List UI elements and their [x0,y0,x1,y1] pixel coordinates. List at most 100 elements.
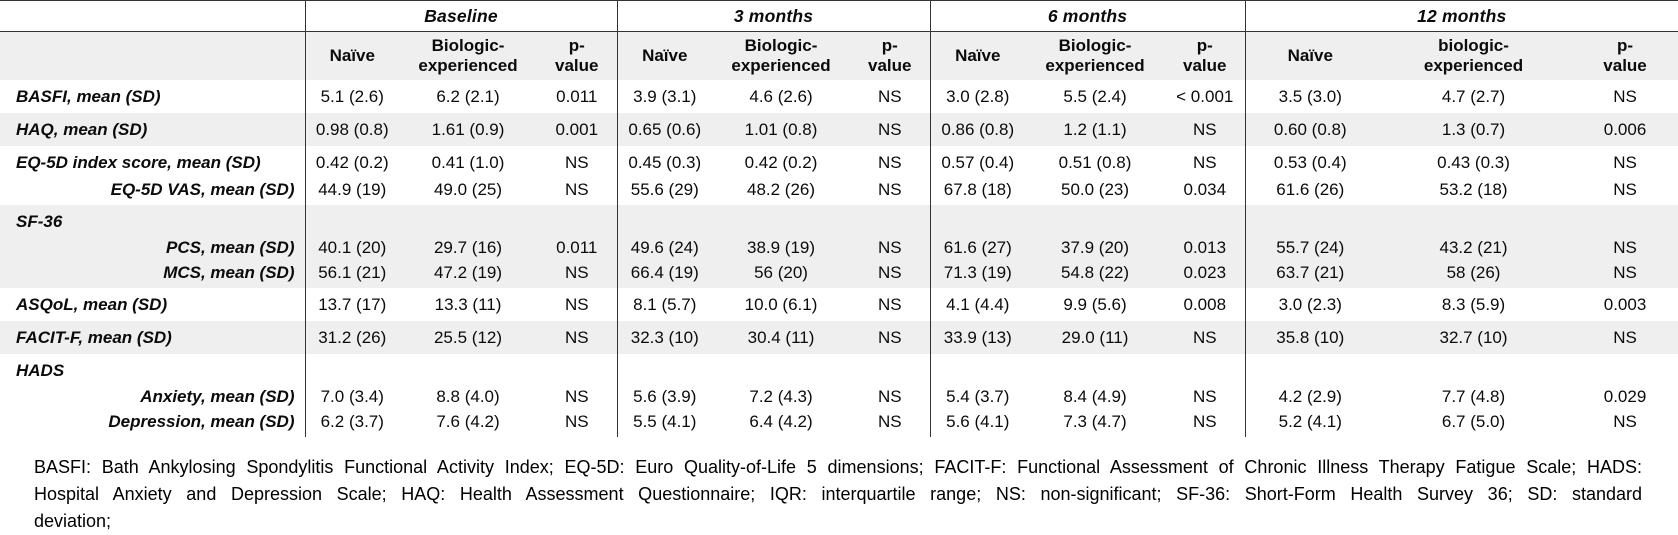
table-cell: 8.8 (4.0) [436,386,500,406]
table-cell: 0.60 (0.8) [1244,113,1376,146]
timepoint-header: 12 months [1244,0,1678,32]
table-cell [399,205,537,235]
column-header-row: Naïve Biologic- experienced p- value Naïve B… [0,31,1678,80]
footnote-line: deviation; [34,511,112,531]
table-cell: 0.42 (0.2) [744,153,818,172]
table-cell: 3.0 (2.8) [929,80,1026,113]
table-cell: 8.3 (5.9) [1441,294,1506,314]
table-cell: 7.7 (4.8) [1441,386,1506,406]
label-column-header [0,31,305,80]
table-cell: 5.6 (3.9) [616,384,713,409]
table-cell: NS [877,294,902,314]
column-header: p- value [850,31,931,80]
table-cell: 4.1 (4.4) [929,288,1026,321]
timepoint-header: Baseline [304,0,618,32]
row-label: Anxiety, mean (SD) [140,386,295,406]
table-cell: 9.9 (5.6) [1063,294,1127,314]
table-cell: 0.029 [1603,386,1647,406]
table-cell: 67.8 (18) [929,177,1026,205]
row-label: EQ-5D index score, mean (SD) [16,153,261,172]
table-cell: 5.5 (4.1) [616,409,713,437]
table-cell: 5.6 (4.1) [929,409,1026,437]
table-cell: 0.011 [537,235,618,260]
table-cell: 3.5 (3.0) [1244,80,1376,113]
column-header: biologic- experienced [1375,31,1573,80]
table-cell: NS [850,113,931,146]
table-cell: 5.4 (3.7) [929,384,1026,409]
column-header: Biologic- experienced [1025,31,1166,80]
table-cell: 0.003 [1603,294,1647,314]
table-row: Anxiety, mean (SD) 7.0 (3.4) 8.8 (4.0) NS 5.… [0,384,1678,409]
table-cell [399,354,537,384]
row-label: EQ-5D VAS, mean (SD) [110,180,295,199]
table-cell: 0.42 (0.2) [304,146,399,177]
table-cell [929,205,1026,235]
column-header: Naïve [1244,31,1376,80]
table-cell: 61.6 (27) [929,235,1026,260]
table-cell [1572,205,1678,235]
table-cell: 0.57 (0.4) [929,146,1026,177]
table-cell: NS [1572,321,1678,354]
table-cell: 13.7 (17) [304,288,399,321]
row-label: BASFI, mean (SD) [16,86,161,106]
column-header: Naïve [929,31,1026,80]
table-cell [616,354,713,384]
table-row: Depression, mean (SD) 6.2 (3.7) 7.6 (4.2) N… [0,409,1678,437]
table-cell [1375,205,1573,235]
table-cell: 58 (26) [1375,260,1573,288]
table-cell: 56.1 (21) [304,260,399,288]
table-cell [712,205,851,235]
table-cell: NS [850,260,931,288]
table-cell: NS [1192,153,1217,172]
table-cell: 7.3 (4.7) [1063,412,1127,431]
table-cell: 0.013 [1165,235,1246,260]
table-row: SF-36 [0,205,1678,235]
table-cell: 53.2 (18) [1439,180,1508,199]
table-cell: 32.3 (10) [616,321,713,354]
table-cell [1375,354,1572,384]
table-cell: 0.86 (0.8) [929,113,1026,146]
table-cell: 3.9 (3.1) [616,80,713,113]
table-cell: NS [877,180,902,199]
table-cell: 0.008 [1183,294,1227,314]
table-cell: 4.7 (2.7) [1441,86,1506,106]
table-cell [304,205,399,235]
table-row: PCS, mean (SD) 40.1 (20) 29.7 (16) 0.011 49.… [0,235,1678,260]
row-label: Depression, mean (SD) [108,412,295,431]
table-cell: 0.001 [537,113,618,146]
table-head: Baseline 3 months 6 months 12 months Naïve Bi… [0,0,1678,80]
table-cell: NS [1165,113,1246,146]
table-cell: NS [564,180,589,199]
table-cell: 71.3 (19) [929,260,1026,288]
table-cell: 0.034 [1183,180,1227,199]
column-header: p- value [537,31,618,80]
table-cell: 55.7 (24) [1244,235,1376,260]
table-cell: NS [564,294,589,314]
table-cell: 0.65 (0.6) [616,113,713,146]
table-cell: NS [1192,386,1217,406]
table-cell: 7.6 (4.2) [436,412,500,431]
table-cell: 1.01 (0.8) [712,113,851,146]
table-cell: 13.3 (11) [434,294,502,314]
table-row: EQ-5D index score, mean (SD) 0.42 (0.2) 0.… [0,146,1678,177]
table-cell: 29.0 (11) [1025,321,1166,354]
table-cell: NS [564,153,589,172]
table-cell: 1.61 (0.9) [399,113,537,146]
table-cell: 50.0 (23) [1060,180,1130,199]
table-row: MCS, mean (SD) 56.1 (21) 47.2 (19) NS 66.4 (… [0,260,1678,288]
table-cell: 4.6 (2.6) [749,86,813,106]
table-cell: NS [1572,235,1678,260]
table-cell: 43.2 (21) [1375,235,1573,260]
table-cell: NS [877,153,902,172]
table-cell: 63.7 (21) [1244,260,1376,288]
table-cell [1572,354,1678,384]
table-cell: 10.0 (6.1) [744,294,818,314]
column-header: p- value [1165,31,1246,80]
table-cell [850,205,931,235]
table-cell: 0.43 (0.3) [1437,153,1510,172]
table-cell: 48.2 (26) [746,180,816,199]
table-cell: 0.45 (0.3) [616,146,713,177]
table-row: HAQ, mean (SD) 0.98 (0.8) 1.61 (0.9) 0.001 0… [0,113,1678,146]
row-label: HADS [16,360,65,380]
